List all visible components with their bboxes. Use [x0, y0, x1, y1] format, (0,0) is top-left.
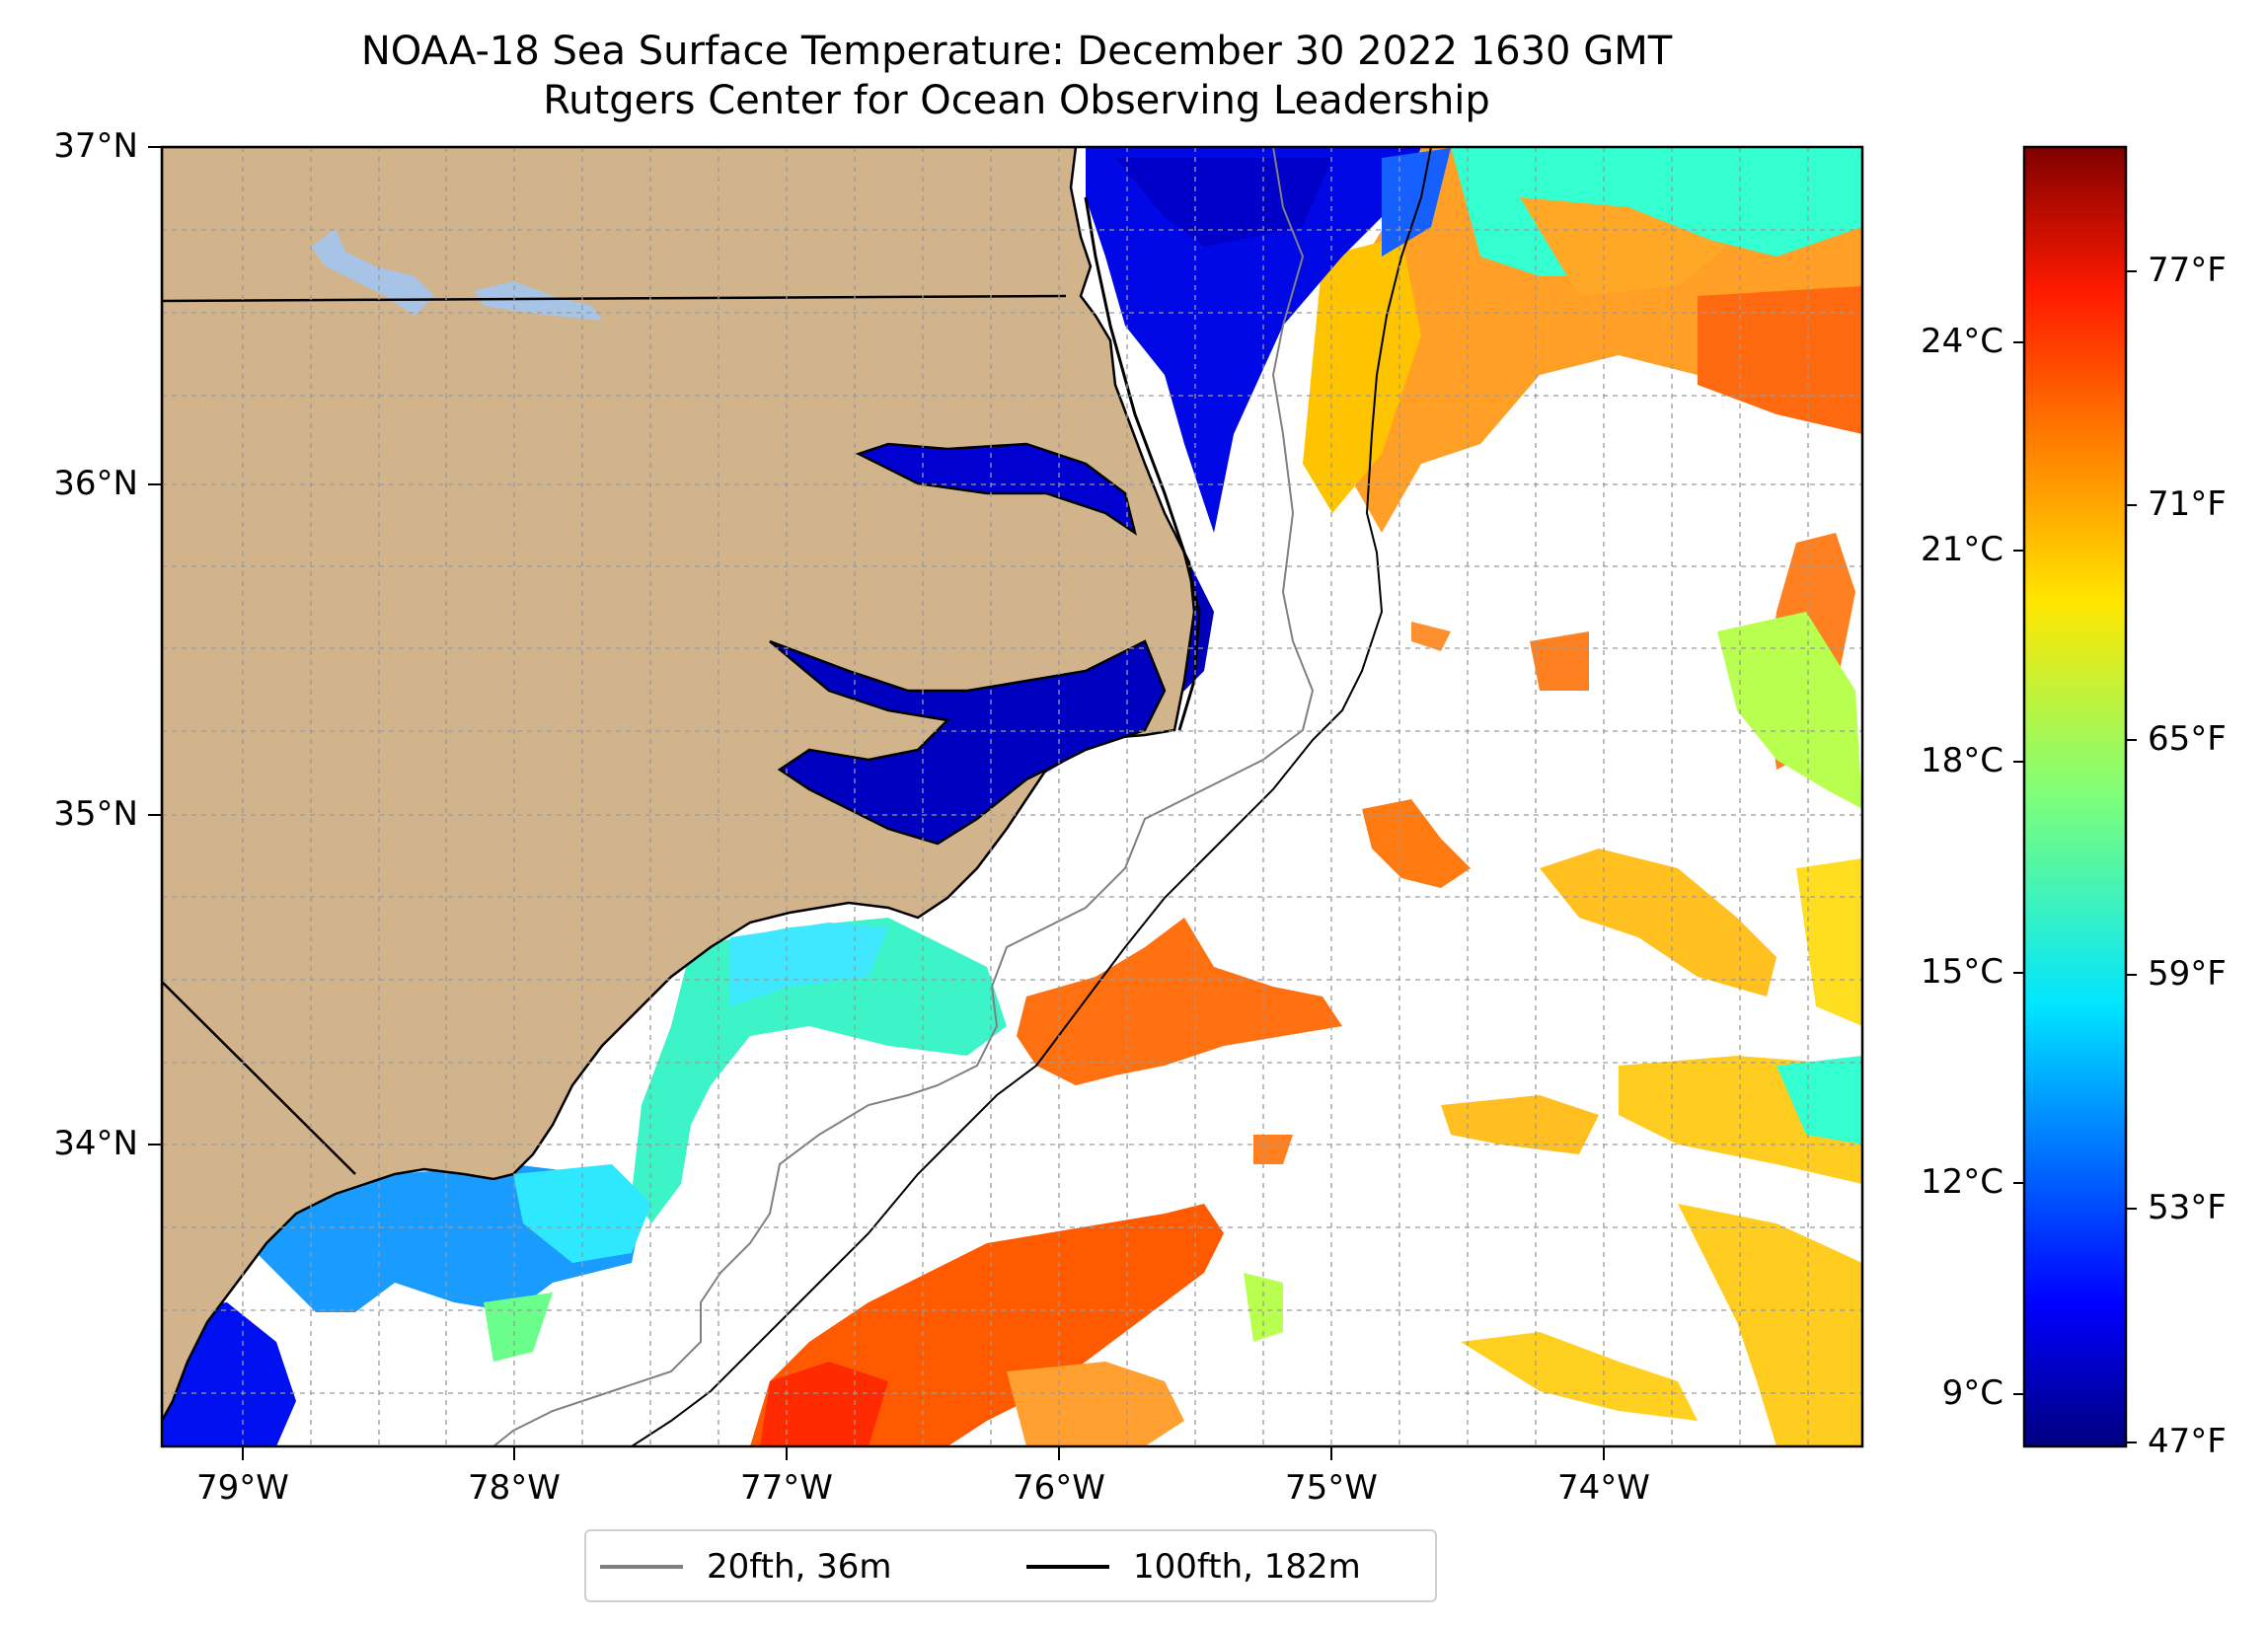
lon-label-76: 76°W [1013, 1468, 1105, 1508]
colorbar-label-59f: 59°F [2148, 954, 2227, 994]
colorbar-label-24c: 24°C [1920, 322, 2003, 361]
colorbar-label-65f: 65°F [2148, 719, 2227, 759]
lat-label-34: 34°N [53, 1124, 138, 1163]
gridlines [162, 147, 1862, 1446]
lon-label-77: 77°W [740, 1468, 833, 1508]
lon-label-75: 75°W [1285, 1468, 1378, 1508]
lon-label-79: 79°W [196, 1468, 289, 1508]
lake-gaston [311, 229, 434, 316]
legend-swatch-20fth [600, 1565, 683, 1569]
lon-label-74: 74°W [1557, 1468, 1650, 1508]
legend-item-20fth: 20fth, 36m [600, 1547, 892, 1587]
map-plot-area [162, 147, 1862, 1446]
legend-label-100fth: 100fth, 182m [1133, 1547, 1361, 1587]
isobath-20fth [492, 147, 1315, 1446]
colorbar-label-9c: 9°C [1941, 1373, 2003, 1413]
colorbar-label-15c: 15°C [1920, 952, 2003, 992]
chart-title: NOAA-18 Sea Surface Temperature: Decembe… [360, 29, 1673, 74]
legend-label-20fth: 20fth, 36m [707, 1547, 892, 1587]
colorbar-ticks [2013, 270, 2137, 1443]
map-frame [160, 145, 1864, 1448]
colorbar-label-77f: 77°F [2148, 251, 2227, 290]
isobath-legend: 20fth, 36m 100fth, 182m [584, 1529, 1437, 1602]
isobath-100fth [631, 147, 1432, 1446]
kerr-lake [474, 281, 602, 321]
colorbar-label-21c: 21°C [1920, 530, 2003, 569]
lat-label-36: 36°N [53, 464, 138, 503]
colorbar-label-18c: 18°C [1920, 741, 2003, 780]
lat-label-37: 37°N [53, 126, 138, 166]
legend-item-100fth: 100fth, 182m [1026, 1547, 1361, 1587]
chart-subtitle: Rutgers Center for Ocean Observing Leade… [543, 78, 1490, 123]
colorbar-label-47f: 47°F [2148, 1422, 2227, 1461]
colorbar-label-53f: 53°F [2148, 1188, 2227, 1227]
colorbar [2022, 145, 2128, 1448]
colorbar-label-12c: 12°C [1920, 1162, 2003, 1202]
axis-ticks [148, 146, 1605, 1460]
colorbar-label-71f: 71°F [2148, 484, 2227, 524]
lon-label-78: 78°W [468, 1468, 561, 1508]
lat-label-35: 35°N [53, 794, 138, 834]
legend-swatch-100fth [1026, 1565, 1109, 1569]
